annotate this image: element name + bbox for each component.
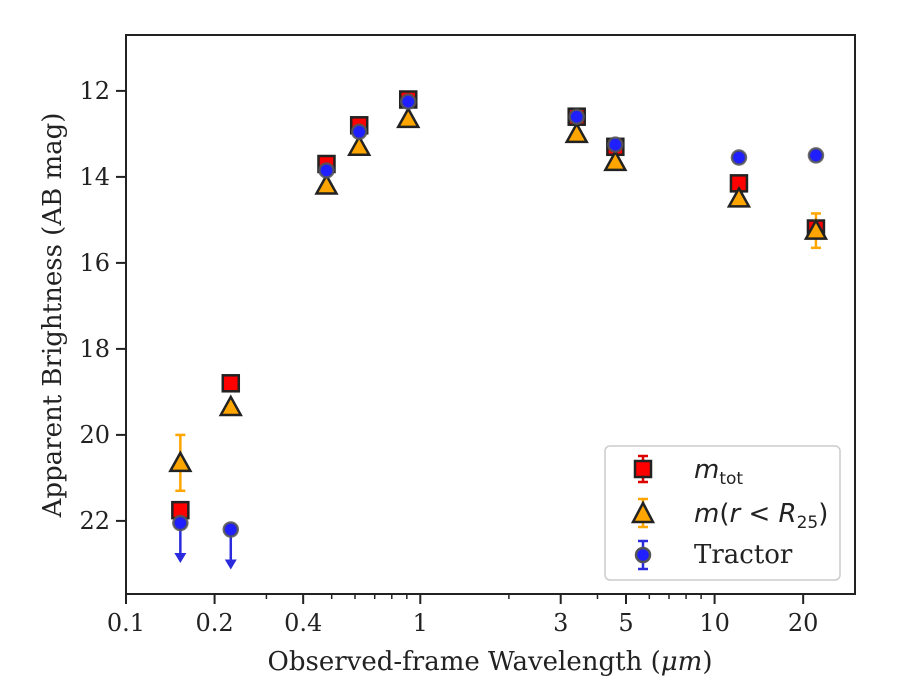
legend-label-mr25-sub: 25 (797, 513, 819, 533)
series-tractor (172, 93, 825, 570)
triangle-point (803, 218, 829, 240)
triangle-point (347, 134, 372, 157)
legend-label-mr25-lt: < (740, 499, 778, 529)
legend-label-mr25-R: R (779, 499, 797, 529)
y-tick-label: 16 (79, 249, 110, 277)
circle-point (568, 108, 585, 125)
legend-label-mtot-m: m (694, 455, 719, 485)
y-tick-label: 20 (79, 421, 110, 449)
plot-frame (125, 34, 856, 595)
upper-limit-arrowhead (224, 559, 237, 570)
legend-triangle-marker (630, 500, 656, 524)
x-tick-label: 20 (788, 609, 819, 637)
series-mr25 (168, 106, 829, 493)
triangle-point (168, 450, 193, 473)
circle-point (350, 123, 368, 140)
circle-point (730, 149, 748, 166)
x-tick-label: 3 (553, 609, 568, 637)
circle-point (318, 162, 335, 179)
y-tick-label: 14 (79, 163, 110, 191)
legend-entry-tractor: Tractor (634, 539, 793, 571)
square-point (221, 374, 241, 393)
legend-entry-mr25: m(r < R25) (630, 497, 828, 533)
legend-circle-marker (634, 546, 652, 564)
y-tick-label: 12 (79, 77, 110, 105)
legend-label-tractor: Tractor (694, 540, 793, 570)
triangle-point (603, 149, 628, 172)
x-axis-title-main: Observed-frame Wavelength ( (268, 647, 661, 677)
legend-box (604, 445, 841, 581)
circle-point (607, 136, 624, 153)
ticks-layer: 0.1 0.2 0.4 1 3 5 10 20 12 14 16 18 20 22 (79, 77, 818, 637)
circle-point (399, 93, 417, 110)
upper-limit-arrowhead (174, 553, 187, 564)
triangle-point (314, 172, 339, 195)
legend-entry-mtot: mtot (633, 454, 743, 489)
legend-label-mr25-open: ( (719, 499, 729, 529)
circle-point (222, 521, 240, 538)
x-tick-label: 0.4 (284, 609, 322, 637)
circle-point (172, 514, 189, 532)
triangle-point (726, 185, 752, 208)
legend-label-mr25-close: ) (818, 499, 828, 529)
legend: mtot m(r < R25) Tractor (604, 445, 841, 581)
triangle-point (396, 106, 421, 129)
x-axis-title-close: ) (702, 647, 712, 677)
x-axis-title-unit: μm (661, 647, 703, 677)
circle-point (807, 147, 825, 164)
triangle-point (564, 121, 589, 144)
x-tick-label: 1 (413, 609, 428, 637)
y-axis-title: Apparent Brightness (AB mag) (38, 113, 68, 519)
legend-label-mr25-r: r (729, 499, 742, 529)
x-tick-label: 0.2 (196, 609, 234, 637)
x-tick-label: 0.1 (107, 609, 145, 637)
x-tick-label: 10 (699, 609, 730, 637)
legend-square-marker (633, 459, 653, 479)
y-tick-label: 22 (79, 507, 110, 535)
svg-text:mtot: mtot (694, 455, 743, 489)
triangle-point (218, 394, 243, 417)
x-tick-label: 5 (618, 609, 633, 637)
legend-label-mtot-sub: tot (719, 469, 743, 489)
legend-label-mr25-m: m (694, 499, 719, 529)
x-axis-title: Observed-frame Wavelength (μm) (268, 647, 713, 677)
svg-text:m(r < R25): m(r < R25) (694, 499, 828, 533)
y-tick-label: 18 (79, 335, 110, 363)
points-layer (168, 90, 829, 570)
